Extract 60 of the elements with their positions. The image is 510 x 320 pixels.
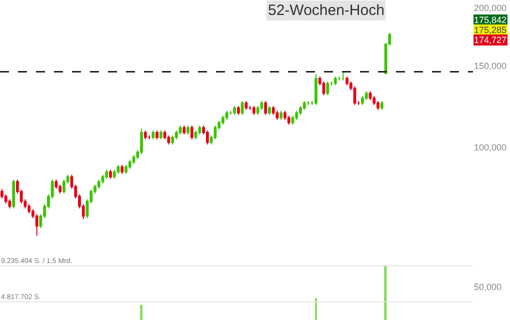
candlestick <box>284 110 286 120</box>
candlestick <box>361 96 364 106</box>
candlestick <box>194 130 198 140</box>
candlestick <box>198 125 202 136</box>
candlestick <box>148 134 151 140</box>
candlestick <box>159 130 162 140</box>
candlestick <box>268 105 271 116</box>
y-tick-label: 150,000 <box>474 60 507 71</box>
candlestick <box>364 90 368 101</box>
candlestick <box>380 100 384 110</box>
candlestick <box>190 125 194 140</box>
candlestick <box>295 110 298 120</box>
text: 175,842 <box>474 15 507 25</box>
y-tick-label: 200,000 <box>474 3 507 14</box>
candlestick <box>101 174 104 184</box>
candlestick <box>225 110 228 120</box>
candlestick <box>120 164 124 174</box>
candlestick <box>167 134 170 145</box>
candlestick <box>140 128 143 155</box>
candlestick <box>62 179 66 194</box>
candlestick <box>186 125 190 136</box>
candlestick <box>171 134 174 145</box>
ref-line-label: 52-Wochen-Hoch <box>268 2 384 19</box>
candlestick <box>342 71 345 81</box>
candlestick <box>233 105 236 116</box>
candlestick <box>376 100 380 110</box>
candlestick <box>334 76 337 86</box>
candlestick <box>346 76 348 86</box>
candlestick <box>144 130 147 140</box>
candlestick <box>182 125 186 136</box>
candlestick <box>314 73 318 106</box>
text: 175,285 <box>474 25 507 35</box>
candlestick <box>291 115 294 126</box>
candlestick <box>256 105 260 116</box>
candlestick <box>368 90 372 101</box>
candlestick <box>221 115 224 126</box>
text: 174,727 <box>474 35 507 45</box>
candlestick <box>109 169 112 180</box>
candlestick <box>12 179 16 209</box>
candlestick <box>54 179 58 190</box>
candlestick <box>287 115 290 126</box>
candlestick <box>156 130 158 140</box>
candlestick <box>244 100 248 110</box>
candlestick <box>112 169 116 180</box>
candlestick <box>240 100 244 116</box>
y-tick-label: 50,000 <box>474 282 502 292</box>
candlestick <box>178 125 182 136</box>
candlestick <box>97 179 100 190</box>
y-tick-label: 100,000 <box>474 142 507 152</box>
candlestick <box>124 164 128 174</box>
candlestick <box>326 80 330 96</box>
candlestick <box>280 110 283 120</box>
candlestick <box>264 100 268 116</box>
candlestick <box>8 198 12 209</box>
candlestick <box>206 130 209 145</box>
candlestick <box>152 130 155 140</box>
candlestick <box>236 105 240 116</box>
candlestick <box>252 105 256 116</box>
candlestick <box>276 110 279 120</box>
candlestick <box>28 204 31 214</box>
